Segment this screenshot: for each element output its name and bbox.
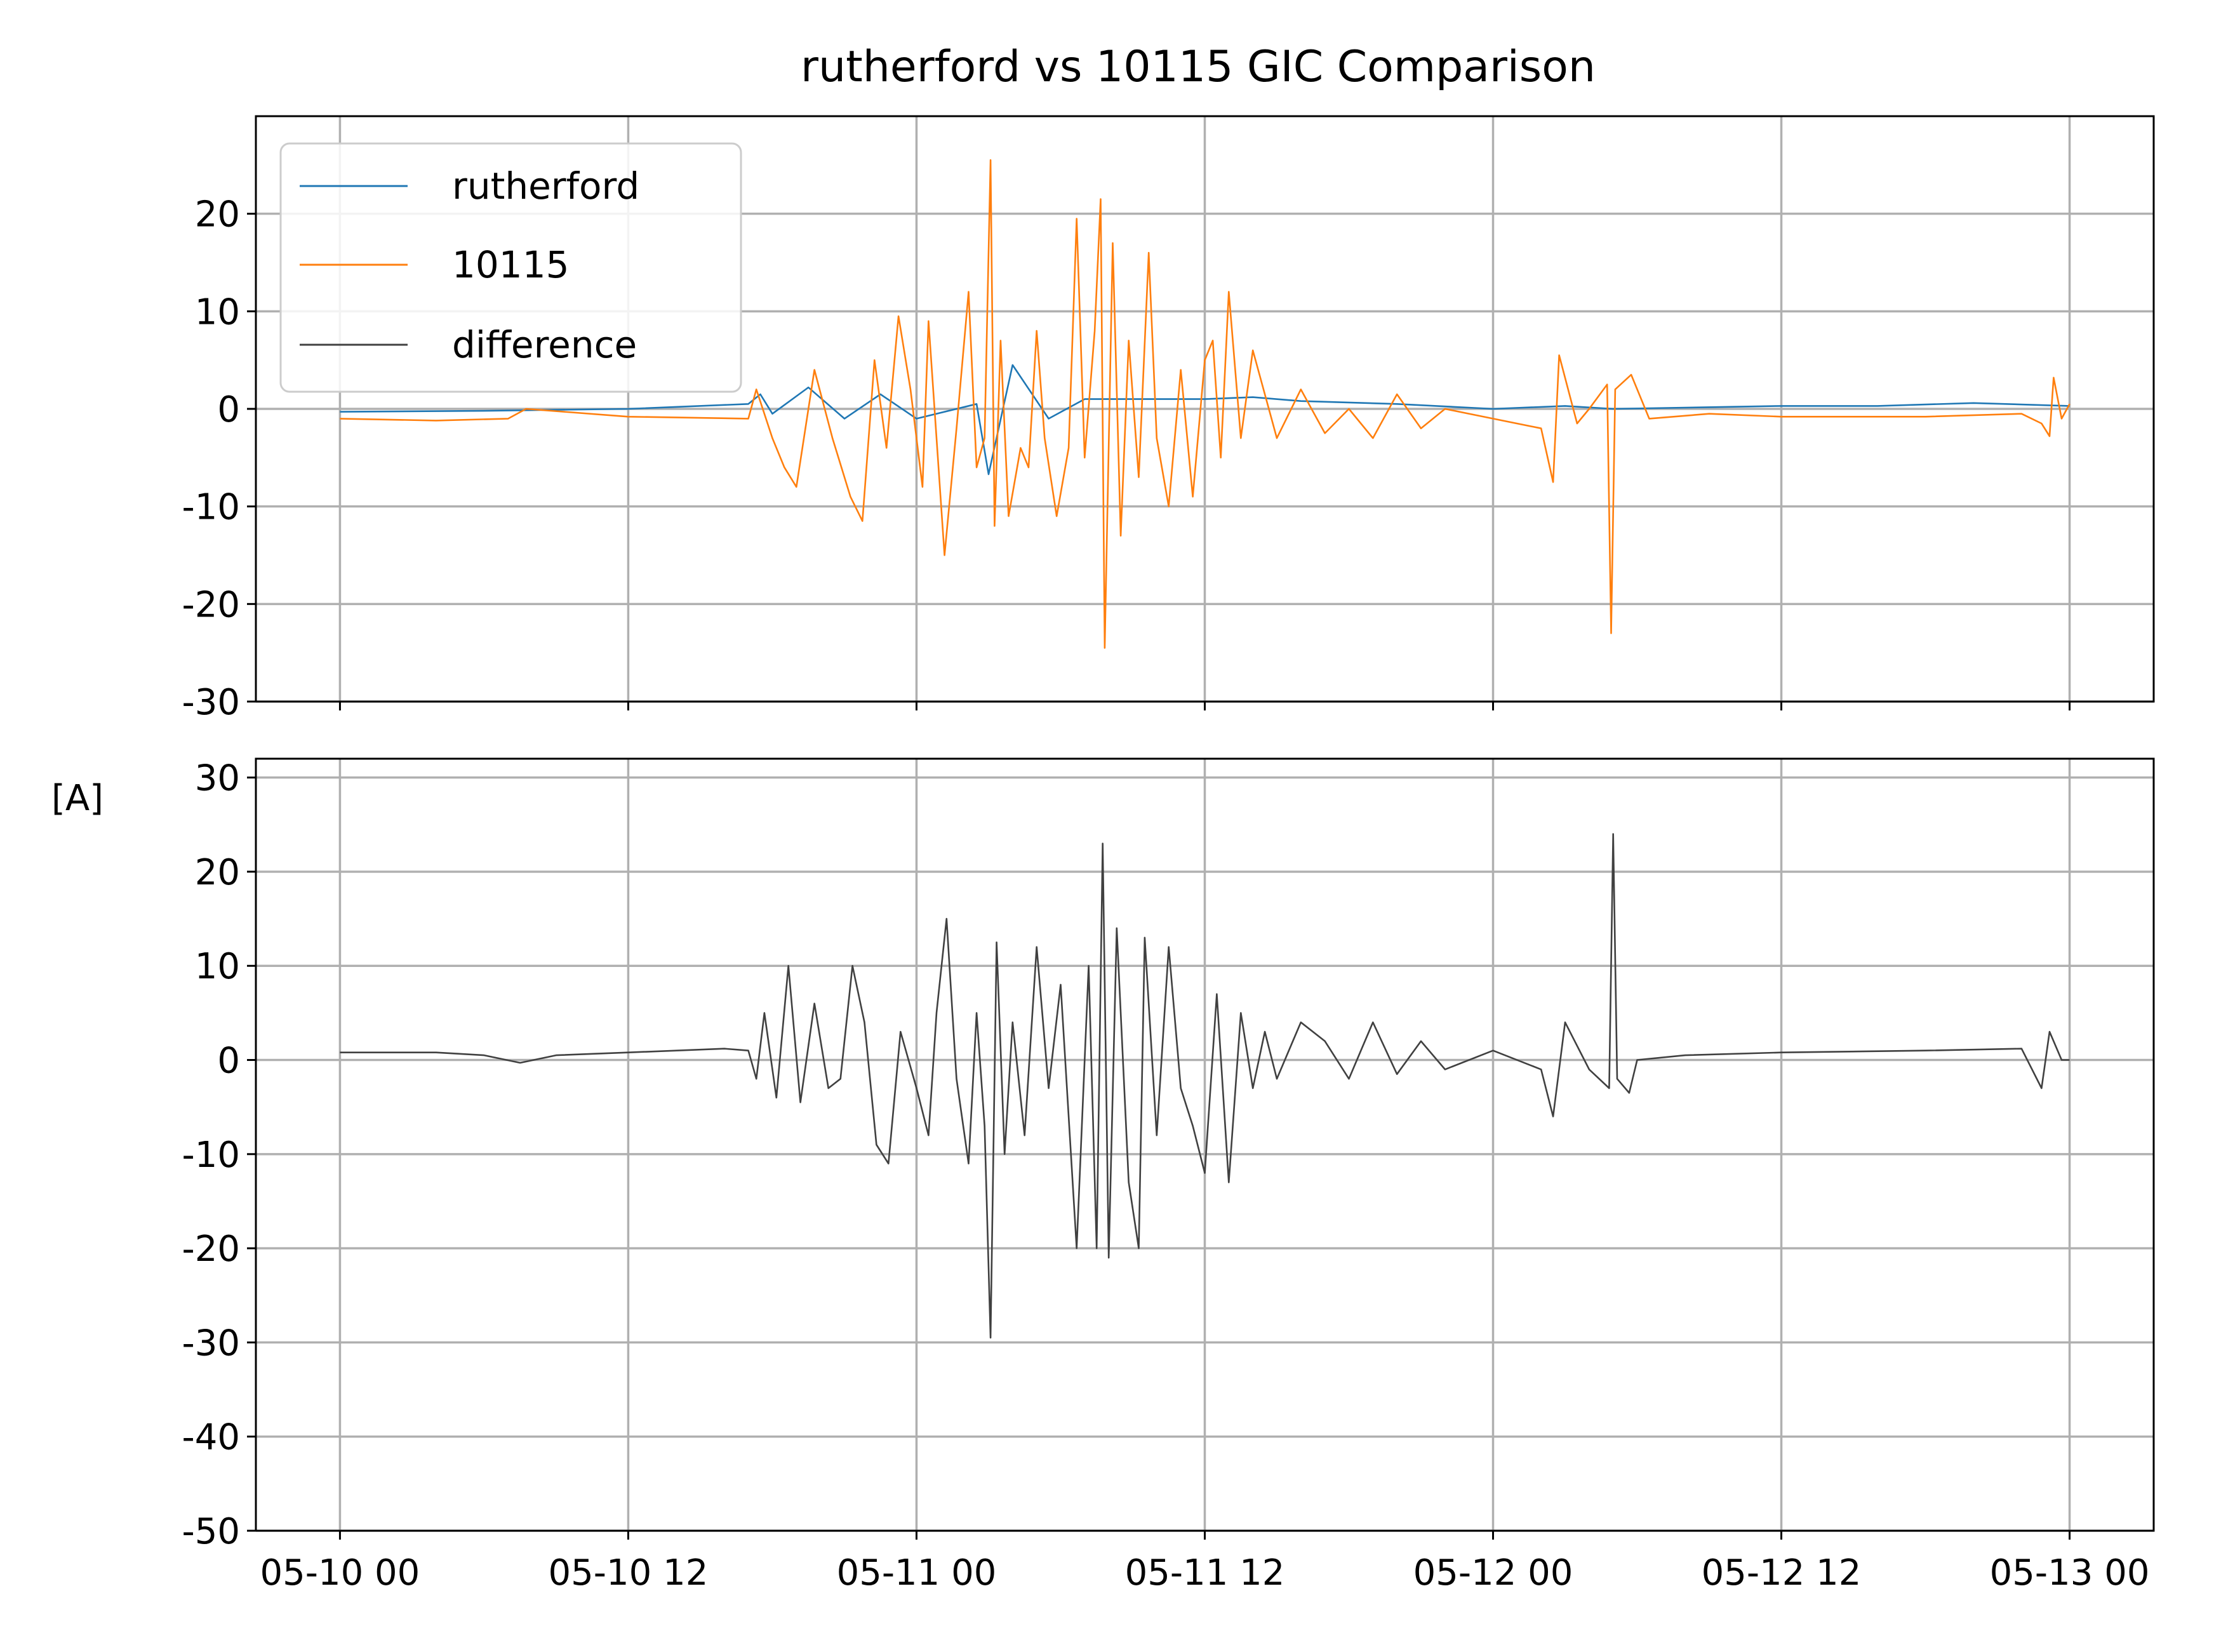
series-line-difference — [340, 833, 2070, 1339]
top-series — [340, 159, 2071, 649]
y-tick-label: 0 — [217, 389, 240, 430]
y-tick-label: -50 — [182, 1511, 240, 1552]
x-tick-label: 05-11 12 — [1125, 1552, 1285, 1594]
x-tick-label: 05-12 12 — [1702, 1552, 1862, 1594]
series-line-10115 — [340, 159, 2071, 649]
x-tick-label: 05-10 12 — [549, 1552, 709, 1594]
y-tick-label: -30 — [182, 1322, 240, 1364]
top-y-ticks: -30 -20 -10 0 10 20 — [182, 194, 256, 723]
x-tick-label: 05-10 00 — [260, 1552, 420, 1594]
y-tick-label: 10 — [195, 291, 240, 333]
legend-label-difference: difference — [452, 323, 637, 366]
bottom-series — [340, 833, 2070, 1339]
top-x-ticks — [338, 702, 2071, 710]
x-tick-label: 05-13 00 — [1990, 1552, 2150, 1594]
y-tick-label: -20 — [182, 1229, 240, 1270]
legend-label-rutherford: rutherford — [452, 164, 639, 208]
chart-title: rutherford vs 10115 GIC Comparison — [801, 42, 1596, 92]
y-tick-label: 20 — [195, 852, 240, 893]
x-tick-label: 05-11 00 — [837, 1552, 997, 1594]
series-line-rutherford — [340, 364, 2070, 476]
legend-box — [279, 142, 742, 393]
y-tick-label: -40 — [182, 1417, 240, 1458]
y-tick-label: -10 — [182, 487, 240, 528]
y-tick-label: -10 — [182, 1135, 240, 1176]
top-panel: -30 -20 -10 0 10 20 — [182, 115, 2155, 723]
y-tick-label: 30 — [195, 758, 240, 799]
bottom-x-ticks: 05-10 00 05-10 12 05-11 00 05-11 12 05-12 00… — [260, 1531, 2150, 1594]
y-tick-label: -20 — [182, 584, 240, 625]
bottom-grid — [256, 759, 2154, 1532]
y-tick-label: -30 — [182, 682, 240, 723]
y-tick-label: 10 — [195, 946, 240, 987]
y-axis-label: [A] — [51, 778, 103, 819]
legend: rutherford 10115 difference — [279, 142, 742, 393]
bottom-y-ticks: -50 -40 -30 -20 -10 0 10 20 30 — [182, 758, 256, 1552]
legend-label-10115: 10115 — [452, 243, 570, 286]
x-tick-label: 05-12 00 — [1413, 1552, 1573, 1594]
y-tick-label: 0 — [217, 1041, 240, 1082]
y-tick-label: 20 — [195, 194, 240, 236]
